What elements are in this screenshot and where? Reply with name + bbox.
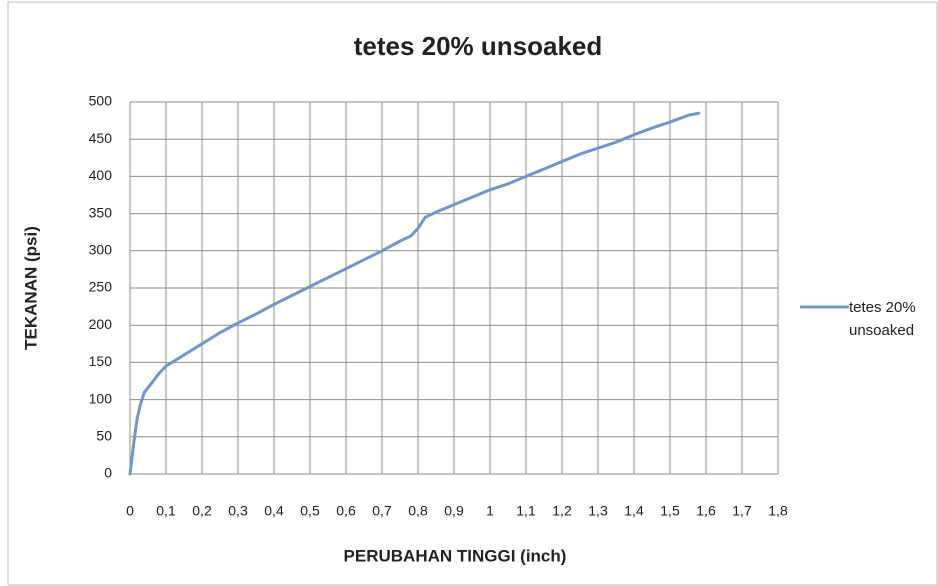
y-tick-label: 0 (104, 465, 112, 481)
y-tick-label: 300 (89, 242, 113, 258)
y-tick-label: 200 (89, 316, 113, 332)
x-tick-label: 1,3 (588, 503, 608, 519)
y-axis-label: TEKANAN (psi) (21, 226, 40, 350)
x-tick-label: 0,5 (300, 503, 320, 519)
legend-label: tetes 20% unsoaked (849, 299, 916, 339)
x-tick-label: 0,7 (372, 503, 392, 519)
x-tick-label: 1,8 (768, 503, 788, 519)
x-tick-label: 1,7 (732, 503, 752, 519)
y-tick-label: 50 (96, 428, 112, 444)
x-tick-label: 0,9 (444, 503, 464, 519)
x-tick-label: 1,6 (696, 503, 716, 519)
y-tick-label: 350 (89, 204, 113, 220)
x-tick-label: 1,1 (516, 503, 536, 519)
chart-frame (7, 1, 938, 586)
x-tick-label: 0 (126, 503, 134, 519)
x-tick-label: 1 (486, 503, 494, 519)
y-tick-label: 250 (89, 279, 113, 295)
x-axis-label: PERUBAHAN TINGGI (inch) (344, 546, 567, 565)
x-tick-label: 0,4 (264, 503, 284, 519)
x-tick-label: 0,1 (156, 503, 176, 519)
y-tick-label: 500 (89, 93, 113, 109)
chart-title: tetes 20% unsoaked (354, 31, 603, 61)
x-tick-label: 0,2 (192, 503, 212, 519)
x-tick-label: 0,6 (336, 503, 356, 519)
y-tick-label: 150 (89, 353, 113, 369)
y-tick-label: 100 (89, 390, 113, 406)
data-line (128, 111, 701, 476)
x-tick-label: 1,4 (624, 503, 644, 519)
plot-border (129, 101, 779, 475)
x-tick-label: 0,8 (408, 503, 428, 519)
y-tick-label: 450 (89, 130, 113, 146)
y-tick-label: 400 (89, 167, 113, 183)
x-tick-label: 1,2 (552, 503, 572, 519)
x-tick-label: 1,5 (660, 503, 680, 519)
x-tick-label: 0,3 (228, 503, 248, 519)
